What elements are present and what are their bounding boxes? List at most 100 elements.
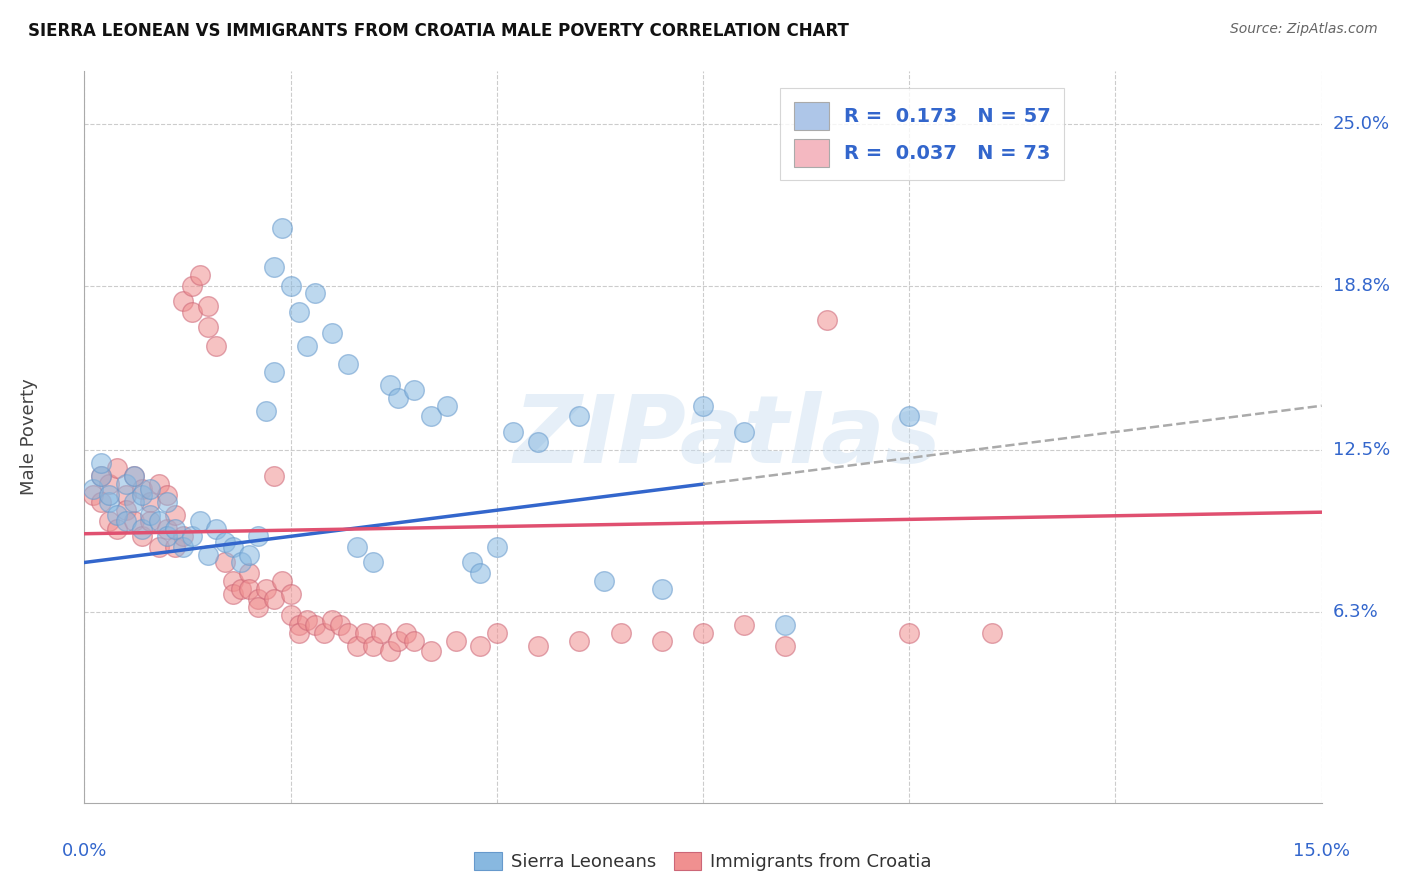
Point: [180, 304, 202, 318]
Point: [188, 268, 211, 282]
Point: [114, 503, 136, 517]
Point: [222, 540, 245, 554]
Point: [205, 339, 228, 353]
Point: [98, 495, 121, 509]
Point: [651, 633, 673, 648]
Text: 15.0%: 15.0%: [1294, 842, 1350, 860]
Point: [139, 495, 162, 509]
Point: [139, 483, 162, 497]
Point: [98, 514, 121, 528]
Point: [271, 221, 294, 235]
Point: [288, 304, 311, 318]
Point: [775, 639, 797, 653]
Point: [90, 469, 112, 483]
Point: [148, 514, 170, 528]
Point: [444, 633, 467, 648]
Point: [337, 626, 360, 640]
Point: [733, 618, 755, 632]
Point: [312, 626, 335, 640]
Text: 0.0%: 0.0%: [62, 842, 107, 860]
Point: [131, 521, 153, 535]
Point: [568, 633, 591, 648]
Point: [214, 556, 236, 570]
Point: [461, 556, 484, 570]
Point: [165, 508, 187, 523]
Point: [246, 592, 269, 607]
Point: [980, 626, 1002, 640]
Point: [197, 548, 219, 562]
Point: [263, 469, 285, 483]
Point: [263, 592, 285, 607]
Text: Male Poverty: Male Poverty: [20, 379, 38, 495]
Point: [651, 582, 673, 596]
Point: [122, 495, 145, 509]
Point: [470, 639, 492, 653]
Point: [815, 312, 838, 326]
Point: [148, 477, 170, 491]
Point: [222, 587, 245, 601]
Point: [122, 469, 145, 483]
Point: [337, 357, 360, 371]
Point: [485, 540, 508, 554]
Point: [105, 521, 128, 535]
Point: [304, 618, 326, 632]
Point: [122, 469, 145, 483]
Point: [197, 320, 219, 334]
Point: [295, 613, 318, 627]
Point: [148, 540, 170, 554]
Point: [131, 483, 153, 497]
Legend: R =  0.173   N = 57, R =  0.037   N = 73: R = 0.173 N = 57, R = 0.037 N = 73: [780, 88, 1064, 180]
Point: [131, 529, 153, 543]
Point: [378, 377, 401, 392]
Point: [295, 339, 318, 353]
Point: [609, 626, 631, 640]
Point: [172, 294, 194, 309]
Point: [361, 556, 384, 570]
Point: [238, 582, 260, 596]
Point: [321, 613, 343, 627]
Point: [90, 495, 112, 509]
Point: [139, 514, 162, 528]
Point: [172, 540, 194, 554]
Point: [156, 529, 179, 543]
Point: [90, 456, 112, 470]
Point: [82, 487, 104, 501]
Point: [131, 487, 153, 501]
Point: [387, 391, 409, 405]
Point: [114, 514, 136, 528]
Point: [263, 260, 285, 275]
Point: [353, 626, 375, 640]
Point: [502, 425, 524, 439]
Point: [733, 425, 755, 439]
Point: [254, 404, 277, 418]
Point: [205, 521, 228, 535]
Point: [246, 529, 269, 543]
Point: [321, 326, 343, 340]
Point: [527, 435, 550, 450]
Point: [898, 409, 921, 424]
Point: [692, 399, 714, 413]
Point: [180, 529, 202, 543]
Point: [139, 508, 162, 523]
Point: [271, 574, 294, 588]
Point: [156, 487, 179, 501]
Point: [280, 278, 302, 293]
Point: [419, 644, 441, 658]
Point: [346, 639, 368, 653]
Point: [98, 487, 121, 501]
Point: [156, 521, 179, 535]
Text: 6.3%: 6.3%: [1333, 603, 1378, 621]
Point: [436, 399, 458, 413]
Point: [775, 618, 797, 632]
Point: [329, 618, 352, 632]
Point: [692, 626, 714, 640]
Point: [404, 383, 426, 397]
Point: [470, 566, 492, 580]
Point: [114, 477, 136, 491]
Point: [378, 644, 401, 658]
Point: [288, 626, 311, 640]
Text: 25.0%: 25.0%: [1333, 114, 1391, 133]
Point: [180, 278, 202, 293]
Text: SIERRA LEONEAN VS IMMIGRANTS FROM CROATIA MALE POVERTY CORRELATION CHART: SIERRA LEONEAN VS IMMIGRANTS FROM CROATI…: [28, 22, 849, 40]
Point: [568, 409, 591, 424]
